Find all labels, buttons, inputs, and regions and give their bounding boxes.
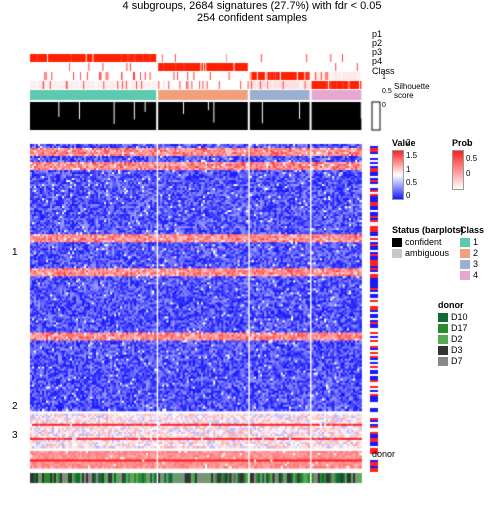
legend-item: D7 (438, 356, 468, 366)
row-block-label: 1 (12, 247, 18, 258)
silhouette-tick: 1 (382, 74, 386, 81)
legend-item: D17 (438, 323, 468, 333)
legend-donor: donor D10D17D2D3D7 (438, 300, 468, 367)
legend-item: 1 (460, 237, 502, 247)
legend-item: confident (392, 237, 464, 247)
legend-prob: Prob 10.50 (452, 138, 473, 190)
legend-item: D10 (438, 312, 468, 322)
silhouette-tick: 0 (382, 102, 386, 109)
legend-item: D3 (438, 345, 468, 355)
silhouette-label: Silhouettescore (394, 82, 430, 100)
row-block-label: 2 (12, 401, 18, 412)
legend-class: Class 1234 (460, 225, 502, 281)
row-block-label: 3 (12, 430, 18, 441)
plot-title: 4 subgroups, 2684 signatures (27.7%) wit… (0, 0, 504, 12)
track-label: p4 (372, 56, 382, 66)
legend-item: ambiguous (392, 248, 464, 258)
legend-item: 4 (460, 270, 502, 280)
silhouette-tick: 0.5 (382, 88, 392, 95)
legend-item: 3 (460, 259, 502, 269)
legend-status: Status (barplots) confidentambiguous (392, 225, 464, 259)
legend-value: Value 21.510.50 (392, 138, 416, 200)
legend-item: 2 (460, 248, 502, 258)
plot-subtitle: 254 confident samples (0, 12, 504, 24)
legend-item: D2 (438, 334, 468, 344)
donor-label: donor (372, 449, 395, 459)
